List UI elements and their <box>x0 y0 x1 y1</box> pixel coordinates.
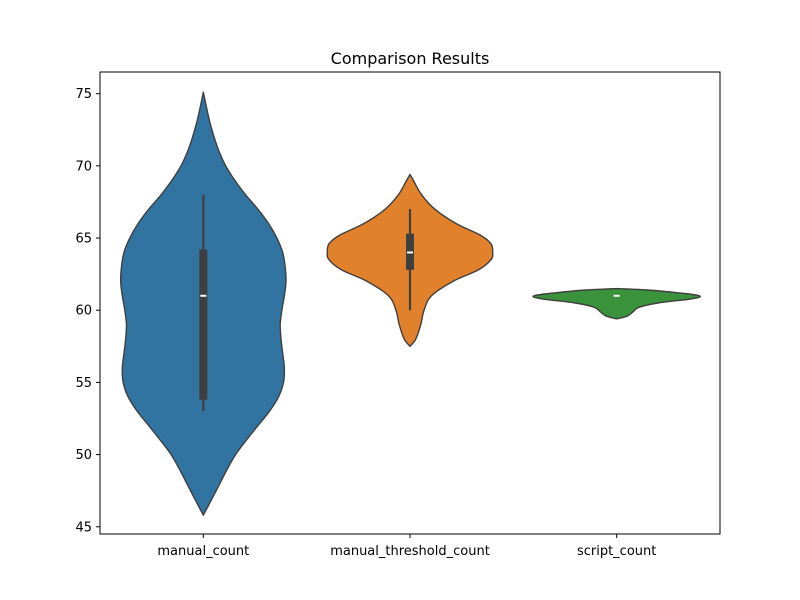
y-tick-label: 65 <box>75 232 92 247</box>
x-tick-label: manual_count <box>157 544 249 559</box>
chart-title: Comparison Results <box>331 49 490 68</box>
violin-script-count <box>532 287 701 320</box>
plot-frame <box>99 71 721 535</box>
x-axis: manual_count manual_threshold_count script… <box>157 534 656 559</box>
y-tick-label: 55 <box>75 376 92 391</box>
y-tick-label: 70 <box>75 159 92 174</box>
iqr-box-manual-count <box>199 249 208 400</box>
y-tick-label: 75 <box>75 87 92 102</box>
y-tick-label: 50 <box>75 448 92 463</box>
violin-layer <box>119 91 701 516</box>
x-tick-label: manual_threshold_count <box>330 544 490 559</box>
y-tick-label: 45 <box>75 520 92 535</box>
x-tick-label: script_count <box>577 544 656 559</box>
y-tick-label: 60 <box>75 304 92 319</box>
y-axis: 45 50 55 60 65 70 75 <box>75 87 100 535</box>
